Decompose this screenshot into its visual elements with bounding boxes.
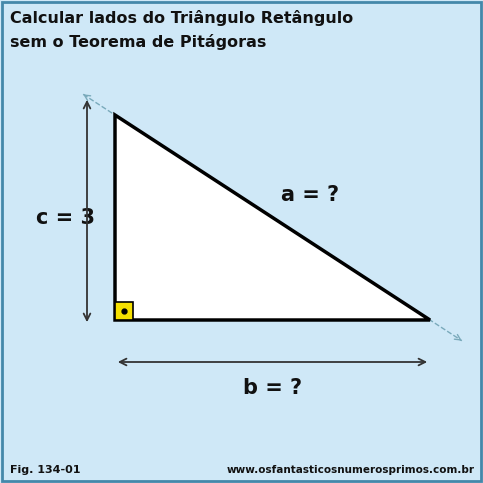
Polygon shape <box>115 115 430 320</box>
Text: sem o Teorema de Pitágoras: sem o Teorema de Pitágoras <box>10 34 267 50</box>
Text: c = 3: c = 3 <box>35 208 95 227</box>
Text: Calcular lados do Triângulo Retângulo: Calcular lados do Triângulo Retângulo <box>10 10 353 26</box>
Bar <box>115 302 133 320</box>
Text: b = ?: b = ? <box>243 378 302 398</box>
Text: a = ?: a = ? <box>281 185 339 205</box>
Text: Fig. 134-01: Fig. 134-01 <box>10 465 81 475</box>
Text: www.osfantasticosnumerosprimos.com.br: www.osfantasticosnumerosprimos.com.br <box>227 465 475 475</box>
